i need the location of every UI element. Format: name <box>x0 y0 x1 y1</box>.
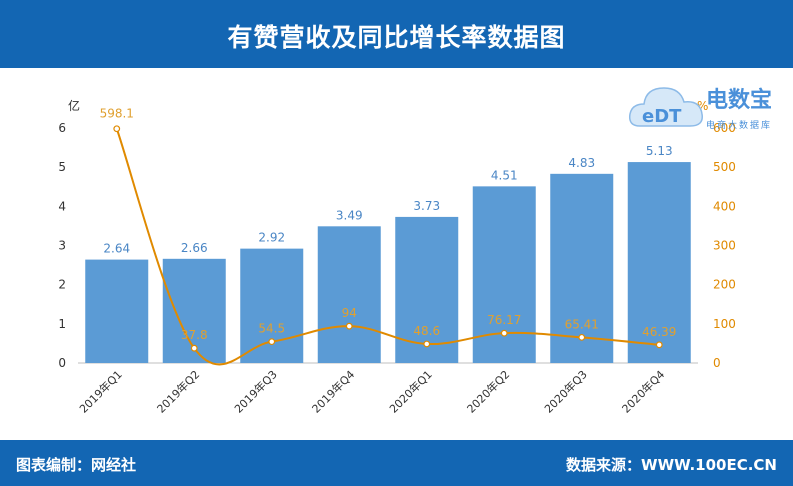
line-data-label: 54.5 <box>258 322 285 336</box>
right-axis-tick-label: 0 <box>713 356 721 370</box>
left-axis-tick-label: 6 <box>58 121 66 135</box>
logo-mark: eDT <box>642 106 682 127</box>
x-tick-label: 2020年Q2 <box>464 367 513 416</box>
x-tick-label: 2019年Q2 <box>154 367 203 416</box>
footer-credit: 图表编制：网经社 <box>16 456 137 474</box>
footer-bar: 图表编制：网经社 数据来源：WWW.100EC.CN <box>0 440 793 486</box>
cloud-logo-icon: eDT <box>628 87 703 127</box>
left-axis-tick-label: 2 <box>58 278 66 292</box>
bar <box>317 226 381 363</box>
chart-title: 有赞营收及同比增长率数据图 <box>227 23 566 52</box>
bar <box>395 216 459 363</box>
bar-data-label: 2.66 <box>181 241 208 255</box>
bar <box>627 162 691 363</box>
line-point <box>578 333 586 341</box>
line-data-label: 598.1 <box>100 107 134 121</box>
bar-data-label: 5.13 <box>646 144 673 158</box>
logo: eDT 电数宝 电商大数据库 <box>628 78 793 138</box>
line-data-label: 76.17 <box>487 313 521 327</box>
axes: 0 1 2 3 4 5 6亿 0 100 200 300 400 500 600% <box>58 98 736 370</box>
line-point <box>345 322 353 330</box>
line-point <box>423 340 431 348</box>
chart-area: 0 1 2 3 4 5 6亿 0 100 200 300 400 500 600% 2.64 2.66 2.9… <box>58 98 736 416</box>
bar-data-label: 4.83 <box>568 156 595 170</box>
left-axis-tick-label: 1 <box>58 317 66 331</box>
line-data-label: 94 <box>342 306 357 320</box>
bar-data-label: 2.64 <box>103 242 130 256</box>
bar <box>550 173 614 363</box>
bar <box>240 248 304 363</box>
bars-group <box>85 162 691 363</box>
bar-data-label: 3.73 <box>413 199 440 213</box>
line-data-label: 37.8 <box>181 328 208 342</box>
left-axis-tick-label: 0 <box>58 356 66 370</box>
right-axis-tick-label: 100 <box>713 317 736 331</box>
line-point <box>190 344 198 352</box>
line-point <box>268 338 276 346</box>
right-axis-tick-label: 300 <box>713 239 736 253</box>
right-axis-tick-label: 600 <box>713 121 736 135</box>
bar <box>85 259 149 363</box>
line-data-label: 48.6 <box>413 324 440 338</box>
x-tick-label: 2019年Q4 <box>309 367 358 416</box>
header-bar: 有赞营收及同比增长率数据图 <box>0 0 793 68</box>
bar-data-label: 3.49 <box>336 208 363 222</box>
right-axis-tick-label: 200 <box>713 278 736 292</box>
x-tick-labels-group: 2019年Q1 2019年Q2 2019年Q3 2019年Q4 2020年Q1 2020年… <box>76 367 667 416</box>
line-group <box>113 125 663 366</box>
x-tick-label: 2019年Q1 <box>76 367 125 416</box>
x-tick-label: 2019年Q3 <box>231 367 280 416</box>
line-point <box>655 341 663 349</box>
right-axis-tick-label: 500 <box>713 160 736 174</box>
left-axis-unit: 亿 <box>68 98 80 113</box>
line-data-label: 46.39 <box>642 325 676 339</box>
line-point <box>500 329 508 337</box>
left-axis-tick-label: 5 <box>58 160 66 174</box>
logo-brand: 电数宝 <box>706 88 773 113</box>
x-tick-label: 2020年Q1 <box>386 367 435 416</box>
line-data-label: 65.41 <box>565 317 599 331</box>
bar-labels-group: 2.64 2.66 2.92 3.49 3.73 4.51 4.83 5.13 <box>103 144 672 256</box>
right-axis-tick-label: 400 <box>713 199 736 213</box>
bar-data-label: 2.92 <box>258 231 285 245</box>
bar-data-label: 4.51 <box>491 168 518 182</box>
footer-source: 数据来源：WWW.100EC.CN <box>566 456 777 474</box>
line-labels-group: 598.1 37.8 54.5 94 48.6 76.17 65.41 46.39 <box>100 107 677 342</box>
x-tick-label: 2020年Q3 <box>541 367 590 416</box>
left-axis-tick-label: 3 <box>58 239 66 253</box>
x-tick-label: 2020年Q4 <box>619 367 668 416</box>
logo-subtitle: 电商大数据库 <box>706 121 773 131</box>
right-axis-unit: % <box>697 99 708 113</box>
left-axis-tick-label: 4 <box>58 199 66 213</box>
line-point <box>113 125 121 133</box>
